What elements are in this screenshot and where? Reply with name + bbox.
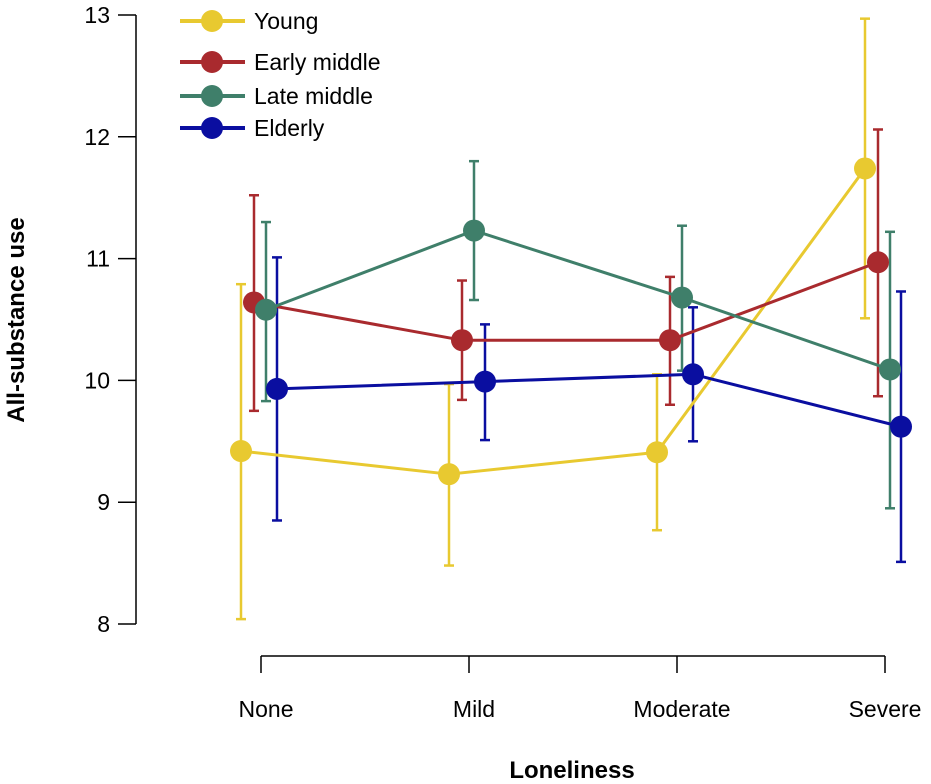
series-lines	[240, 167, 902, 476]
x-tick-label: None	[239, 696, 294, 722]
x-tick-label: Severe	[849, 696, 922, 722]
legend-marker	[201, 10, 223, 32]
data-point-elderly	[682, 363, 704, 386]
data-point-late-middle	[463, 219, 485, 242]
legend-label: Elderly	[254, 115, 325, 141]
data-point-late-middle	[671, 286, 693, 309]
legend-entry: Elderly	[180, 115, 325, 141]
y-ticks: 8 9 10 11 12 13	[84, 2, 136, 637]
legend-label: Early middle	[254, 49, 381, 75]
y-axis: 8 9 10 11 12 13	[84, 2, 137, 637]
data-point-late-middle	[255, 298, 277, 321]
data-point-young	[438, 463, 460, 486]
x-axis-title: Loneliness	[509, 757, 634, 784]
legend: Young Early middle Late middle Elderly	[180, 8, 381, 141]
y-tick-label: 12	[84, 124, 110, 150]
x-tick-label: Moderate	[633, 696, 730, 722]
data-point-early-middle	[659, 329, 681, 352]
data-point-young	[230, 440, 252, 463]
y-tick-label: 10	[84, 367, 110, 393]
y-tick-label: 9	[97, 489, 110, 515]
data-point-elderly	[266, 377, 288, 400]
legend-marker	[201, 117, 223, 139]
series-line-young	[240, 167, 867, 476]
data-point-early-middle	[451, 329, 473, 352]
x-tick-label: Mild	[453, 696, 495, 722]
data-point-early-middle	[867, 251, 889, 274]
data-point-young	[646, 441, 668, 464]
legend-label: Late middle	[254, 83, 373, 109]
data-point-young	[854, 157, 876, 180]
legend-entry: Young	[180, 8, 318, 34]
legend-marker	[201, 85, 223, 107]
y-tick-label: 11	[86, 246, 110, 272]
data-point-elderly	[890, 415, 912, 438]
legend-entry: Early middle	[180, 49, 381, 75]
y-tick-label: 13	[84, 2, 110, 28]
data-point-late-middle	[879, 358, 901, 381]
y-axis-title: All-substance use	[3, 217, 30, 422]
legend-label: Young	[254, 8, 318, 34]
legend-entry: Late middle	[180, 83, 373, 109]
y-tick-label: 8	[97, 611, 110, 637]
series-line-late-middle	[265, 229, 891, 371]
x-ticks: None Mild Moderate Severe	[239, 656, 922, 722]
legend-marker	[201, 51, 223, 73]
data-point-elderly	[474, 370, 496, 393]
data-points	[230, 157, 912, 486]
series-line-elderly	[276, 372, 902, 429]
x-axis: None Mild Moderate Severe	[239, 655, 922, 722]
series-line-early-middle	[253, 260, 879, 342]
